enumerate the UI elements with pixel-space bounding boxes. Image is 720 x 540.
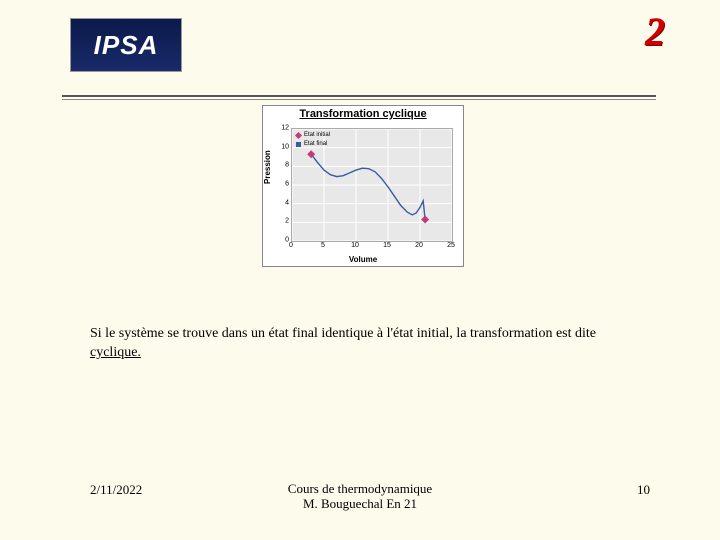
chart-legend: Etat initialEtat final [296, 131, 330, 149]
body-text: Si le système se trouve dans un état fin… [90, 325, 650, 363]
chart-xticks: 0510152025 [291, 242, 451, 252]
chart-ylabel: Pression [263, 150, 272, 184]
divider-thin [62, 99, 656, 100]
logo: IPSA [70, 18, 182, 72]
footer-slide-number: 10 [637, 482, 650, 498]
page-number-badge: 2 [645, 8, 665, 55]
footer-center: Cours de thermodynamique M. Bouguechal E… [0, 481, 720, 512]
chart-curve [311, 154, 425, 219]
chart-yticks: 024681012 [277, 128, 289, 240]
chart-markers [307, 150, 429, 223]
chart-container: Transformation cyclique Pression Volume … [262, 105, 464, 267]
body-text-pre: Si le système se trouve dans un état fin… [90, 326, 596, 341]
footer-line2: M. Bouguechal En 21 [303, 496, 417, 511]
divider-thick [62, 95, 656, 97]
footer-line1: Cours de thermodynamique [288, 481, 432, 496]
body-keyword: cyclique. [90, 345, 141, 360]
chart-xlabel: Volume [263, 255, 463, 264]
chart-title: Transformation cyclique [263, 106, 463, 124]
chart-plot-area: Etat initialEtat final [291, 128, 453, 242]
